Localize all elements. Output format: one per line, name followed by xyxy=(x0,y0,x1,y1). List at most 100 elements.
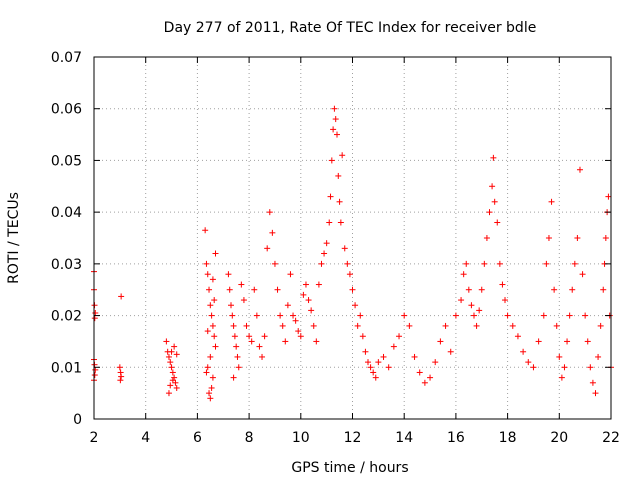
data-point xyxy=(208,312,215,319)
data-point xyxy=(561,364,568,371)
data-point xyxy=(597,322,604,329)
data-point xyxy=(117,377,124,384)
y-tick-label: 0.06 xyxy=(51,102,82,118)
data-point xyxy=(339,152,346,159)
data-point xyxy=(574,235,581,241)
data-point xyxy=(502,297,509,304)
data-point xyxy=(359,333,366,340)
data-point xyxy=(246,333,253,340)
data-point xyxy=(375,359,382,366)
data-point xyxy=(235,364,242,371)
data-point xyxy=(584,338,591,345)
data-point xyxy=(365,359,372,366)
data-point xyxy=(91,302,98,309)
y-tick-label: 0.02 xyxy=(51,309,82,325)
data-point xyxy=(238,281,245,288)
data-point xyxy=(297,333,304,340)
data-point xyxy=(548,198,555,205)
data-point xyxy=(231,333,238,340)
data-point xyxy=(91,315,98,322)
data-point xyxy=(271,260,278,267)
data-point xyxy=(370,369,377,376)
data-point xyxy=(452,312,459,319)
data-point xyxy=(344,260,351,267)
data-point xyxy=(380,353,387,360)
data-point xyxy=(323,240,330,247)
data-point xyxy=(167,382,174,389)
data-point xyxy=(354,322,361,329)
data-point xyxy=(331,105,338,112)
data-point xyxy=(330,126,337,133)
data-point xyxy=(168,348,175,355)
data-point xyxy=(305,297,312,304)
data-point xyxy=(165,353,172,360)
data-point xyxy=(478,286,485,293)
data-point xyxy=(226,286,233,293)
data-point xyxy=(259,353,266,360)
data-point xyxy=(352,302,359,309)
data-point xyxy=(300,291,307,298)
data-point xyxy=(202,227,209,234)
data-point xyxy=(553,322,560,329)
data-point xyxy=(171,374,178,381)
data-point xyxy=(458,297,465,304)
data-point xyxy=(169,369,176,376)
data-point xyxy=(287,271,294,278)
data-point xyxy=(589,379,596,386)
data-point xyxy=(169,377,176,384)
data-point xyxy=(302,281,309,288)
data-point xyxy=(432,359,439,366)
data-point xyxy=(476,307,483,314)
data-point xyxy=(290,312,297,319)
data-point xyxy=(543,260,550,267)
y-tick-label: 0.05 xyxy=(51,153,82,169)
data-point xyxy=(212,250,219,257)
data-point xyxy=(540,312,547,319)
data-point xyxy=(406,322,413,329)
data-point xyxy=(318,260,325,267)
x-tick-label: 20 xyxy=(550,430,568,446)
data-point xyxy=(209,276,216,283)
data-point xyxy=(372,374,379,381)
data-point xyxy=(204,364,211,371)
data-point xyxy=(282,338,289,345)
data-point xyxy=(367,364,374,371)
data-point xyxy=(321,250,328,257)
data-point xyxy=(163,338,170,345)
data-point xyxy=(207,302,214,309)
data-point xyxy=(173,384,180,391)
data-point xyxy=(264,245,271,252)
data-point xyxy=(332,116,339,123)
data-point xyxy=(566,312,573,319)
data-point xyxy=(605,193,612,200)
data-point xyxy=(116,364,123,371)
data-point xyxy=(569,286,576,293)
data-point xyxy=(509,322,516,329)
x-tick-label: 14 xyxy=(395,430,413,446)
data-point xyxy=(165,390,172,397)
data-point xyxy=(117,369,124,376)
data-point xyxy=(470,312,477,319)
data-point xyxy=(463,260,470,267)
data-point xyxy=(228,302,235,309)
data-point xyxy=(230,374,237,381)
data-point xyxy=(173,351,180,358)
data-point xyxy=(335,172,342,179)
y-tick-label: 0.04 xyxy=(51,205,82,221)
data-point xyxy=(336,198,343,205)
y-tick-label: 0.07 xyxy=(51,50,82,66)
data-point xyxy=(92,366,99,373)
data-point xyxy=(253,312,260,319)
data-point xyxy=(310,322,317,329)
data-point xyxy=(328,157,335,164)
data-point xyxy=(203,260,210,267)
data-point xyxy=(491,198,498,205)
data-point xyxy=(204,328,211,335)
data-point xyxy=(592,390,599,397)
data-point xyxy=(206,286,213,293)
data-point xyxy=(225,271,232,278)
data-point xyxy=(447,348,454,355)
data-point xyxy=(490,154,497,161)
data-point xyxy=(211,333,218,340)
